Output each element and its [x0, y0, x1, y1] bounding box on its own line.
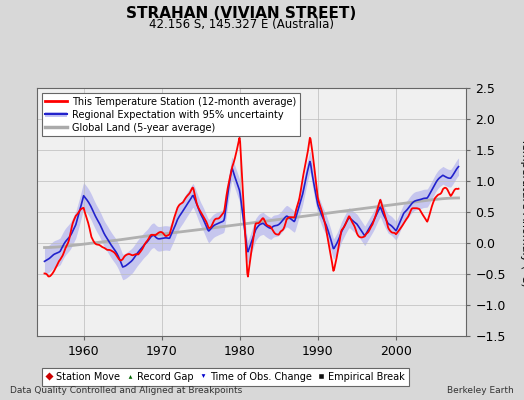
Y-axis label: Temperature Anomaly (°C): Temperature Anomaly (°C) [520, 138, 524, 286]
Text: Data Quality Controlled and Aligned at Breakpoints: Data Quality Controlled and Aligned at B… [10, 386, 243, 395]
Text: Berkeley Earth: Berkeley Earth [447, 386, 514, 395]
Text: STRAHAN (VIVIAN STREET): STRAHAN (VIVIAN STREET) [126, 6, 356, 21]
Legend: Station Move, Record Gap, Time of Obs. Change, Empirical Break: Station Move, Record Gap, Time of Obs. C… [41, 368, 409, 386]
Text: 42.156 S, 145.327 E (Australia): 42.156 S, 145.327 E (Australia) [148, 18, 334, 31]
